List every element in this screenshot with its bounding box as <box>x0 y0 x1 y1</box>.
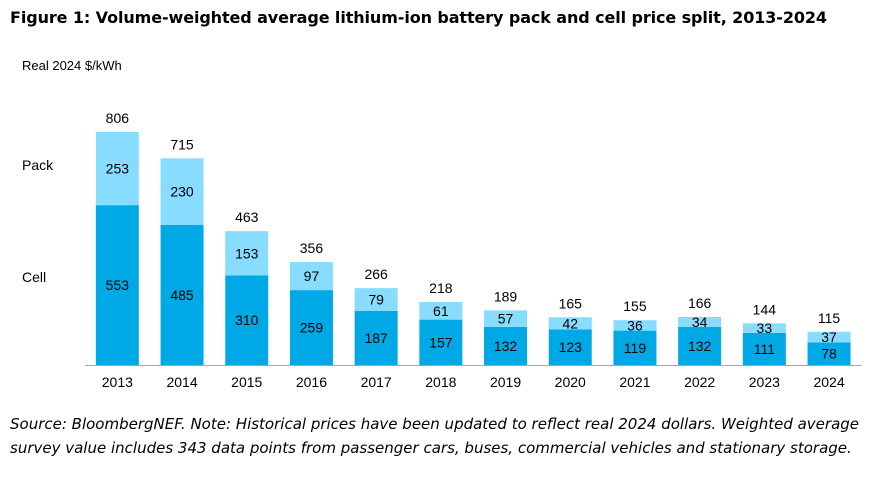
data-label-total-2024: 115 <box>818 310 841 326</box>
x-tick-label-2014: 2014 <box>166 374 197 390</box>
bars <box>95 132 851 365</box>
data-label-cell-2023: 111 <box>754 341 775 357</box>
data-label-cell-2020: 123 <box>559 339 583 355</box>
chart: Real 2024 $/kWh Pack Cell 553 253 806 485 230… <box>0 45 889 400</box>
bar-cell-2015 <box>225 275 269 365</box>
data-label-total-2021: 155 <box>623 298 647 314</box>
data-label-total-2022: 166 <box>688 295 712 311</box>
bar-pack-2014 <box>160 158 204 225</box>
data-label-total-2016: 356 <box>300 240 324 256</box>
data-label-cell-2019: 132 <box>494 338 518 354</box>
data-label-cell-2013: 553 <box>106 277 130 293</box>
y-axis-label: Real 2024 $/kWh <box>22 58 122 73</box>
bar-cell-2018 <box>419 319 463 365</box>
data-label-total-2013: 806 <box>106 110 130 126</box>
data-label-total-2014: 715 <box>170 136 194 152</box>
data-label-pack-2024: 37 <box>821 329 837 345</box>
bar-pack-2019 <box>484 310 528 327</box>
bar-pack-2021 <box>613 320 657 331</box>
x-tick-label-2015: 2015 <box>231 374 262 390</box>
data-label-total-2015: 463 <box>235 209 259 225</box>
data-label-pack-2017: 79 <box>368 292 384 308</box>
bar-cell-2021 <box>613 330 657 365</box>
bar-pack-2016 <box>289 262 333 291</box>
data-label-pack-2022: 34 <box>692 314 708 330</box>
bar-cell-2022 <box>678 326 722 365</box>
x-tick-label-2013: 2013 <box>102 374 133 390</box>
data-label-cell-2014: 485 <box>170 287 194 303</box>
x-tick-label-2021: 2021 <box>619 374 650 390</box>
x-tick-label-2023: 2023 <box>749 374 780 390</box>
bar-cell-2014 <box>160 224 204 365</box>
bar-pack-2013 <box>95 132 139 206</box>
chart-svg: Real 2024 $/kWh Pack Cell 553 253 806 485 230… <box>22 58 862 390</box>
data-label-pack-2014: 230 <box>170 184 194 200</box>
bar-cell-2013 <box>95 205 139 365</box>
x-tick-label-2016: 2016 <box>296 374 327 390</box>
data-label-total-2023: 144 <box>753 301 777 317</box>
bar-cell-2016 <box>289 290 333 365</box>
data-label-cell-2017: 187 <box>364 330 388 346</box>
x-tick-label-2017: 2017 <box>361 374 392 390</box>
bar-pack-2018 <box>419 301 463 320</box>
legend-cell: Cell <box>22 269 46 285</box>
data-label-pack-2023: 33 <box>757 320 773 336</box>
data-label-cell-2018: 157 <box>429 334 453 350</box>
figure-title: Figure 1: Volume-weighted average lithiu… <box>10 8 827 27</box>
x-tick-label-2019: 2019 <box>490 374 521 390</box>
data-label-pack-2016: 97 <box>304 268 320 284</box>
data-label-pack-2019: 57 <box>498 311 514 327</box>
bar-cell-2020 <box>548 329 592 365</box>
data-label-cell-2024: 78 <box>821 346 837 362</box>
data-label-cell-2021: 119 <box>624 340 647 356</box>
data-label-total-2018: 218 <box>429 280 453 296</box>
data-label-total-2019: 189 <box>494 288 518 304</box>
bar-pack-2020 <box>548 317 592 330</box>
bar-cell-2023 <box>742 332 786 365</box>
x-tick-label-2018: 2018 <box>425 374 456 390</box>
data-label-pack-2013: 253 <box>106 161 130 177</box>
data-label-pack-2020: 42 <box>562 315 578 331</box>
x-tick-label-2024: 2024 <box>813 374 844 390</box>
x-tick-label-2020: 2020 <box>555 374 586 390</box>
bar-pack-2024 <box>807 331 851 343</box>
data-label-cell-2022: 132 <box>688 338 712 354</box>
data-label-total-2020: 165 <box>559 295 583 311</box>
bar-pack-2022 <box>678 317 722 327</box>
x-tick-label-2022: 2022 <box>684 374 715 390</box>
source-note: Source: BloombergNEF. Note: Historical p… <box>10 415 860 457</box>
bar-labels: 553 253 806 485 230 715 310 153 463 259 97 356 187 79… <box>106 110 841 362</box>
data-label-total-2017: 266 <box>364 266 388 282</box>
legend: Pack Cell <box>22 157 54 285</box>
data-label-cell-2016: 259 <box>300 320 324 336</box>
bar-pack-2017 <box>354 288 398 311</box>
data-label-pack-2018: 61 <box>433 303 449 319</box>
bar-cell-2024 <box>807 342 851 365</box>
x-axis-tick-labels: 2013 2014 2015 2016 2017 2018 2019 2020 2021 2022… <box>102 374 845 390</box>
legend-pack: Pack <box>22 157 54 173</box>
data-label-pack-2021: 36 <box>627 317 643 333</box>
data-label-pack-2015: 153 <box>235 245 259 261</box>
bar-pack-2023 <box>742 323 786 333</box>
data-label-cell-2015: 310 <box>235 312 259 328</box>
bar-pack-2015 <box>225 231 269 276</box>
bar-cell-2017 <box>354 310 398 365</box>
bar-cell-2019 <box>484 326 528 365</box>
